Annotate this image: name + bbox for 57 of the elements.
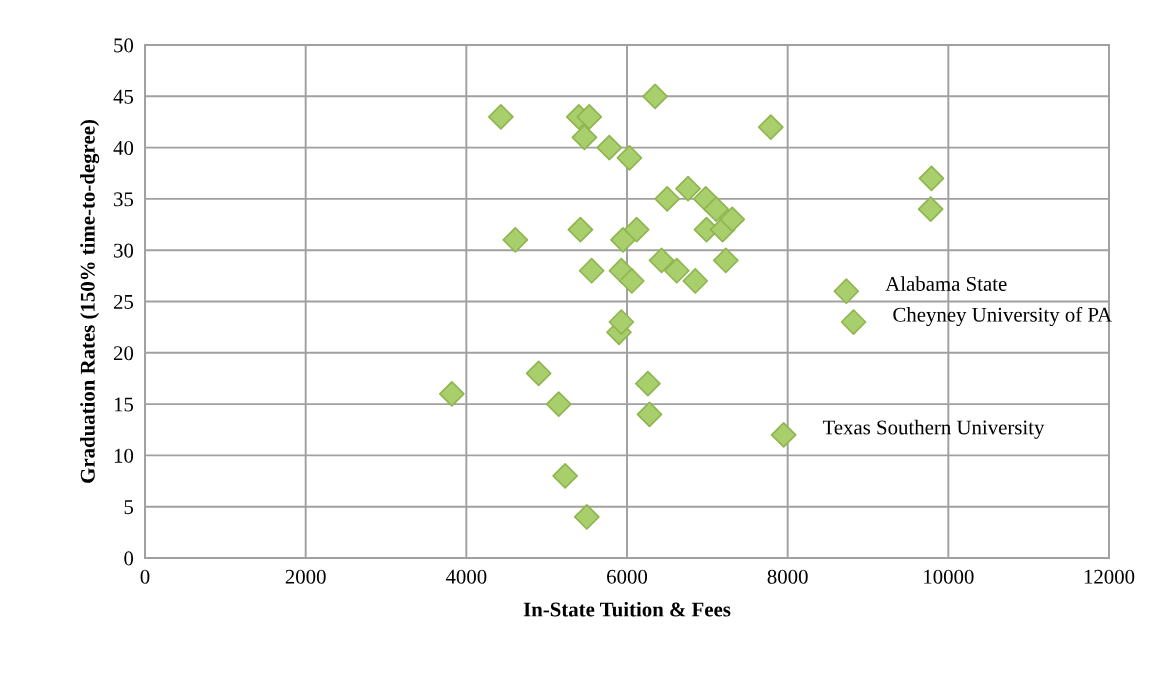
annotation: Alabama State: [885, 276, 1007, 291]
point: [608, 309, 635, 335]
point: [618, 268, 645, 294]
x-tick-label: 6000: [607, 569, 648, 584]
point: [545, 391, 572, 417]
point: [675, 175, 701, 202]
point: [682, 268, 709, 294]
y-axis-title: Graduation Rates (150% time-to-degree): [80, 120, 100, 483]
x-tick-label: 12000: [1084, 569, 1135, 584]
y-tick-label: 30: [114, 243, 134, 258]
y-tick-label: 25: [113, 294, 134, 309]
annotation: Texas Southern University: [822, 419, 1045, 439]
x-tick-label: 10000: [924, 569, 974, 584]
point: [719, 206, 746, 233]
point: [918, 165, 945, 192]
point: [567, 216, 594, 243]
point: [571, 124, 598, 151]
point: [757, 114, 784, 140]
y-tick-label: 35: [114, 192, 134, 207]
point: [833, 278, 860, 305]
point: [917, 196, 944, 223]
point: [663, 257, 690, 284]
point: [616, 144, 643, 171]
point: [578, 257, 605, 284]
point: [770, 422, 797, 448]
point: [596, 134, 623, 161]
point: [525, 360, 552, 387]
point: [840, 309, 867, 335]
y-tick-label: 50: [114, 38, 134, 53]
point: [642, 83, 668, 110]
point: [635, 370, 661, 397]
x-axis-title: In-State Tuition & Fees: [523, 601, 731, 617]
y-tick-label: 15: [114, 397, 134, 412]
point: [654, 186, 681, 212]
point: [552, 463, 579, 489]
point: [439, 380, 465, 407]
point: [502, 227, 529, 253]
point: [648, 247, 675, 274]
y-tick-label: 45: [113, 89, 134, 104]
point: [610, 227, 636, 253]
x-tick-label: 4000: [445, 569, 487, 584]
x-tick-label: 0: [140, 569, 150, 584]
y-tick-label: 40: [113, 140, 134, 156]
y-tick-label: 10: [114, 448, 134, 463]
point: [712, 247, 739, 274]
point: [636, 401, 663, 428]
point: [703, 196, 730, 223]
point: [576, 103, 603, 130]
x-tick-label: 8000: [767, 569, 808, 584]
point: [573, 504, 600, 530]
annotation: Cheyney University of PA: [893, 306, 1112, 327]
y-tick-label: 20: [113, 346, 134, 361]
y-tick-label: 5: [124, 500, 134, 515]
x-tick-label: 2000: [285, 569, 326, 584]
point: [623, 216, 650, 243]
y-tick-label: 0: [124, 551, 134, 566]
point: [488, 103, 514, 130]
